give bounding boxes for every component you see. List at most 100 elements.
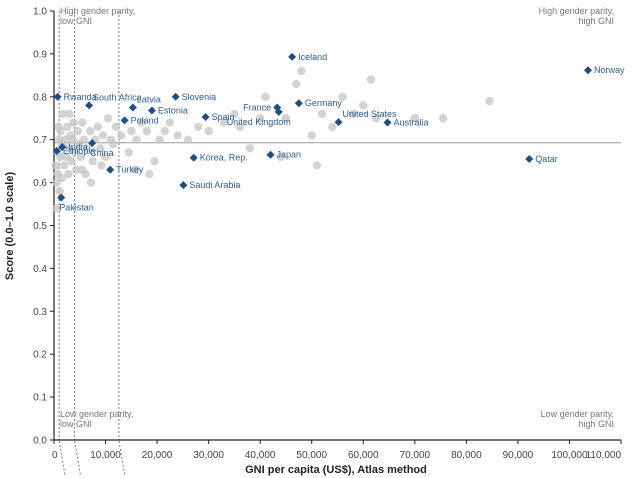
background-country-point — [183, 135, 193, 144]
country-label: Poland — [131, 115, 159, 125]
country-label: Korea, Rep. — [200, 153, 248, 163]
y-tick-label: 0.4 — [33, 264, 47, 275]
y-tick-label: 0.7 — [33, 135, 47, 146]
highlighted-country-point — [57, 193, 66, 202]
quadrant-label-bottom-right-line1: Low gender parity, — [541, 409, 614, 419]
y-tick-label: 0.8 — [33, 92, 47, 103]
country-label: Norway — [594, 65, 625, 75]
background-country-point — [230, 109, 239, 119]
highlighted-country-point — [179, 181, 188, 190]
x-tick-label: 80,000 — [451, 450, 482, 461]
highlighted-country-point — [288, 52, 297, 61]
background-country-point — [60, 161, 69, 170]
background-country-point — [292, 79, 301, 89]
background-country-point — [73, 126, 82, 136]
background-country-point — [276, 152, 285, 162]
x-tick-label: 90,000 — [503, 450, 534, 461]
country-label: Saudi Arabia — [189, 180, 240, 190]
y-tick-label: 0.5 — [33, 221, 47, 232]
country-label: Turkey — [116, 165, 144, 175]
background-country-point — [438, 114, 448, 123]
x-tick-label: 20,000 — [142, 450, 173, 461]
background-country-point — [366, 75, 376, 84]
background-country-point — [137, 118, 146, 127]
highlighted-country-point — [334, 118, 343, 127]
background-country-point — [281, 114, 291, 123]
background-country-point — [255, 114, 265, 123]
country-label: Pakistan — [59, 203, 94, 213]
background-country-point — [85, 126, 95, 136]
background-country-point — [68, 135, 77, 144]
background-country-point — [116, 131, 126, 140]
background-country-point — [78, 165, 87, 174]
background-country-point — [194, 122, 203, 132]
country-label: Qatar — [535, 154, 558, 164]
background-country-point — [52, 204, 61, 213]
background-country-point — [55, 152, 65, 162]
highlighted-country-point — [85, 101, 94, 110]
highlighted-country-point — [383, 118, 392, 127]
background-country-point — [64, 169, 73, 179]
background-country-point — [312, 161, 322, 170]
x-tick-label: 30,000 — [193, 450, 224, 461]
highlighted-country-point — [189, 153, 198, 162]
quadrant-label-top-right-line1: High gender parity, — [539, 6, 614, 16]
background-country-point — [93, 122, 103, 132]
background-country-point — [160, 126, 170, 136]
income-divider-tail — [118, 440, 126, 477]
background-country-point — [165, 118, 175, 127]
highlighted-country-point — [201, 112, 210, 121]
background-country-point — [132, 135, 141, 144]
highlighted-country-point — [106, 165, 115, 174]
highlighted-country-point — [294, 99, 303, 108]
x-tick-label: 50,000 — [296, 450, 327, 461]
background-country-point — [111, 122, 121, 132]
country-label: Ethiopia — [63, 146, 96, 156]
axes-layer: 0.0 0.1 0.2 0.3 0.4 0.5 0.6 0.7 0.8 0.9 1.0 0 10,000… — [33, 7, 622, 461]
y-tick-label: 0.6 — [33, 178, 47, 189]
highlighted-country-point — [525, 155, 534, 164]
country-label: Iceland — [298, 52, 327, 62]
country-label: South Africa — [93, 92, 142, 102]
background-country-point — [98, 131, 108, 140]
x-tick-label: 100,000 — [551, 450, 588, 461]
x-tick-label: 60,000 — [348, 450, 379, 461]
highlighted-country-point — [88, 139, 97, 148]
background-country-point — [348, 109, 358, 119]
country-label: Japan — [276, 150, 301, 160]
highlighted-country-point — [266, 150, 275, 159]
y-tick-label: 0.0 — [33, 436, 47, 447]
background-country-point — [57, 174, 66, 183]
background-country-point — [65, 109, 74, 119]
background-country-point — [124, 148, 133, 157]
points-layer — [51, 52, 593, 213]
background-country-point — [79, 135, 89, 144]
background-country-point — [173, 131, 182, 140]
x-tick-label: 0 — [52, 450, 58, 461]
country-label: Australia — [393, 118, 428, 128]
background-country-point — [131, 165, 140, 174]
highlighted-country-point — [53, 92, 62, 101]
background-country-point — [485, 96, 494, 106]
background-country-point — [71, 165, 81, 174]
quadrant-label-bottom-right-line2: high GNI — [578, 419, 614, 429]
background-country-point — [235, 122, 244, 132]
background-country-point — [101, 152, 110, 162]
highlighted-country-point — [120, 116, 129, 125]
y-axis-title: Score (0.0–1.0 scale) — [4, 172, 16, 281]
x-tick-label: 110,000 — [586, 450, 622, 461]
country-label: United Kingdom — [227, 117, 291, 127]
background-country-point — [97, 161, 106, 170]
x-axis-title: GNI per capita (US$), Atlas method — [245, 464, 427, 476]
highlighted-country-point — [274, 107, 283, 116]
country-label: Spain — [212, 112, 235, 122]
background-country-point — [69, 118, 78, 127]
background-country-point — [83, 144, 92, 153]
background-country-point — [371, 114, 381, 123]
highlighted-country-point — [584, 66, 593, 75]
background-country-point — [145, 169, 154, 179]
highlighted-country-point — [171, 92, 180, 101]
background-country-point — [58, 109, 67, 119]
x-tick-label: 70,000 — [400, 450, 431, 461]
background-country-point — [359, 101, 368, 110]
